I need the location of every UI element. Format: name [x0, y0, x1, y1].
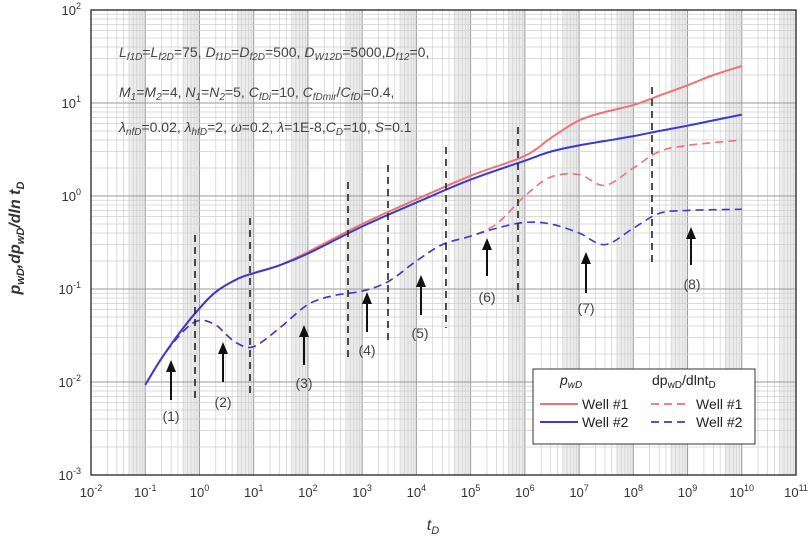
- parameter-annotation: Lf1D=Lf2D=75, Df1D=Df2D=500, DW12D=5000,…: [118, 44, 429, 138]
- parameter-line: M1=M2=4, N1=N2=5, CfDi=10, CfDmir/CfDi=0…: [119, 84, 394, 103]
- legend-box: [532, 368, 756, 445]
- x-tick-label: 108: [624, 483, 643, 500]
- x-tick-label: 10-1: [134, 483, 156, 500]
- region-arrow-head: [581, 252, 591, 264]
- parameter-line: Lf1D=Lf2D=75, Df1D=Df2D=500, DW12D=5000,…: [119, 44, 429, 63]
- x-tick-label: 1011: [784, 483, 808, 500]
- y-tick-label: 10-1: [59, 280, 81, 297]
- x-tick-labels: 10-2 10-1 100 101 102 103 104 105 106 107 108 109 10…: [80, 483, 808, 500]
- pressure-line-well2: [144, 113, 742, 386]
- region-label: (5): [411, 325, 428, 341]
- y-tick-label: 100: [62, 187, 81, 204]
- y-tick-label: 10-2: [59, 373, 81, 390]
- x-tick-label: 103: [352, 483, 371, 500]
- legend-header-pressure: pwD: [559, 372, 582, 391]
- region-arrow-head: [416, 275, 426, 287]
- region-arrow-head: [482, 238, 492, 250]
- y-tick-label: 10-3: [59, 466, 81, 483]
- region-arrow-head: [218, 342, 228, 354]
- legend-label-well1-derivative: Well #1: [696, 396, 743, 412]
- series-lines: [144, 65, 743, 386]
- region-arrow-head: [166, 360, 176, 372]
- region-arrow-head: [686, 227, 696, 239]
- x-tick-label: 10-2: [80, 483, 102, 500]
- region-label: (1): [162, 408, 179, 424]
- legend-header-derivative: dpwD/dlntD: [652, 372, 716, 391]
- plot-frame: [90, 9, 797, 476]
- region-label: (7): [577, 300, 594, 316]
- x-tick-label: 1010: [730, 483, 754, 500]
- x-tick-label: 105: [461, 483, 480, 500]
- x-tick-label: 101: [244, 483, 263, 500]
- region-label: (8): [683, 276, 700, 292]
- region-arrow-head: [362, 292, 372, 304]
- region-label: (2): [214, 394, 231, 410]
- parameter-line: λnfD=0.02, λhfD=2, ω=0.2, λ=1E-8,CD=10, …: [118, 119, 412, 138]
- x-axis-label: tD: [427, 517, 439, 537]
- x-tick-label: 100: [190, 483, 209, 500]
- region-label: (4): [358, 342, 375, 358]
- legend-label-well2-derivative: Well #2: [696, 414, 743, 430]
- legend-label-well1-pressure: Well #1: [582, 396, 629, 412]
- x-tick-label: 106: [515, 483, 534, 500]
- x-tick-label: 102: [298, 483, 317, 500]
- region-dividers: [194, 87, 653, 400]
- region-label: (6): [478, 289, 495, 305]
- region-label: (3): [295, 375, 312, 391]
- y-axis-label: pwD,dpwD/dln tD: [7, 181, 27, 295]
- x-tick-label: 109: [678, 483, 697, 500]
- legend-label-well2-pressure: Well #2: [582, 414, 629, 430]
- x-tick-label: 107: [569, 483, 588, 500]
- y-tick-label: 102: [62, 1, 81, 18]
- y-tick-labels: 10-3 10-2 10-1 100 101 102: [59, 1, 81, 483]
- x-tick-label: 104: [407, 483, 426, 500]
- region-arrows: (1) (2) (3) (4) (5) (6) (7) (8): [162, 227, 701, 424]
- derivative-line-well2: [144, 208, 742, 386]
- legend: pwD dpwD/dlntD Well #1 Well #2 Well #1 W…: [532, 368, 756, 445]
- y-tick-label: 101: [62, 94, 81, 111]
- region-arrow-head: [299, 325, 309, 337]
